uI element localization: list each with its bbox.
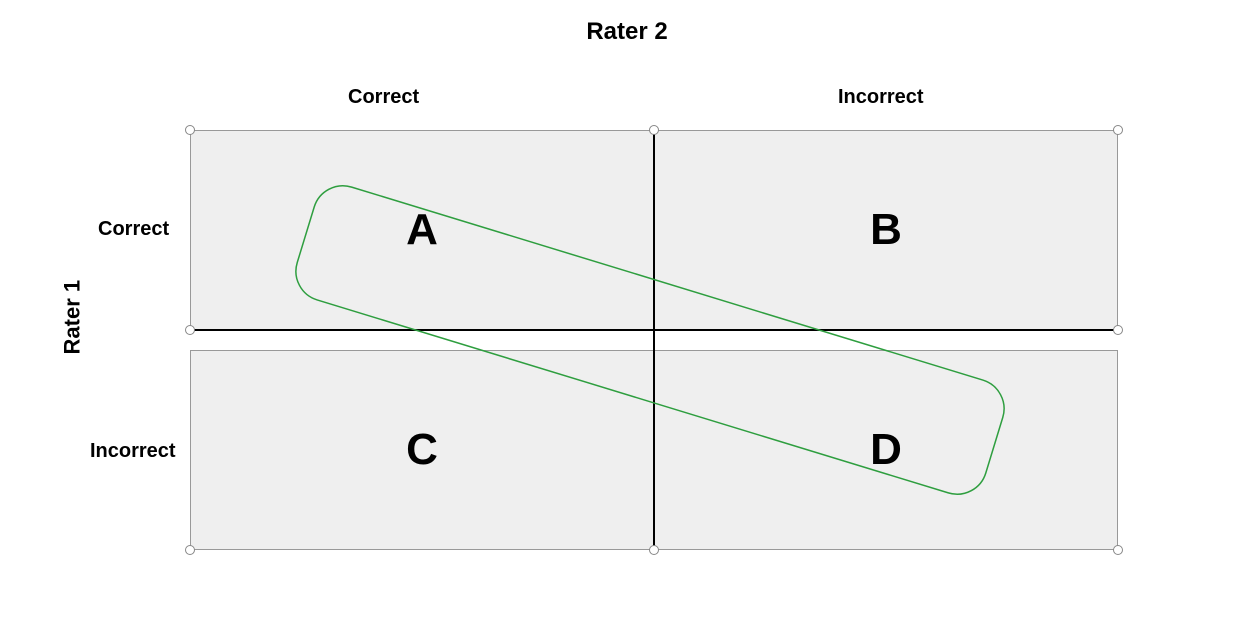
- column-header-right: Incorrect: [838, 86, 924, 109]
- cell-top-left: A: [190, 130, 654, 330]
- selection-handle-icon: [649, 125, 659, 135]
- axis-title-left: Rater 1: [59, 280, 85, 355]
- selection-handle-icon: [649, 545, 659, 555]
- cell-bottom-right: D: [654, 350, 1118, 550]
- cell-top-right: B: [654, 130, 1118, 330]
- column-header-left: Correct: [348, 86, 419, 109]
- selection-handle-icon: [185, 325, 195, 335]
- selection-handle-icon: [1113, 545, 1123, 555]
- vertical-divider: [653, 130, 655, 550]
- selection-handle-icon: [185, 545, 195, 555]
- axis-title-top: Rater 2: [0, 18, 1254, 46]
- matrix-grid: A B C D: [190, 130, 1118, 550]
- selection-handle-icon: [1113, 125, 1123, 135]
- cell-bottom-left: C: [190, 350, 654, 550]
- selection-handle-icon: [185, 125, 195, 135]
- diagram-container: Rater 2 Rater 1 Correct Incorrect Correc…: [0, 0, 1254, 624]
- horizontal-divider: [190, 329, 1118, 331]
- row-header-bottom: Incorrect: [90, 440, 176, 463]
- row-header-top: Correct: [98, 218, 169, 241]
- selection-handle-icon: [1113, 325, 1123, 335]
